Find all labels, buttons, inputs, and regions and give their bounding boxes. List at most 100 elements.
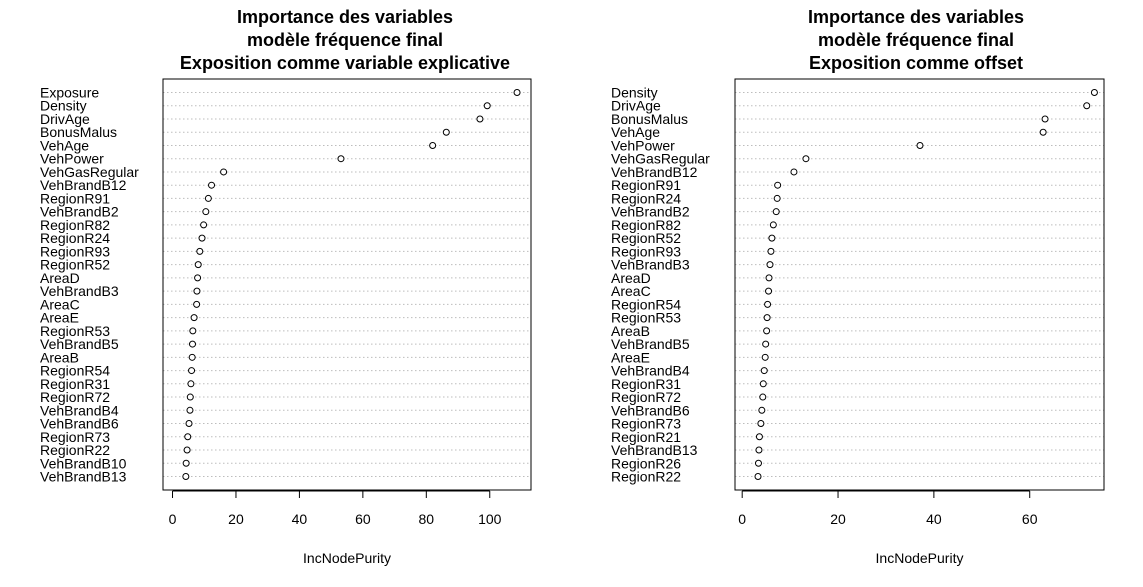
data-point [761,353,769,361]
category-label: VehBrandB5 [611,336,690,352]
data-point [763,314,771,322]
category-label: VehBrandB13 [611,442,698,458]
data-point [802,155,810,163]
x-tick-label: 40 [926,511,942,527]
data-point [429,141,437,149]
category-label: RegionR21 [611,429,681,445]
data-point [760,367,768,375]
data-point [202,208,210,216]
category-label: RegionR24 [611,190,681,206]
category-label: VehPower [40,151,104,167]
chart-panel-left: Importance des variables modèle fréquence… [40,7,532,566]
x-tick-label: 20 [228,511,244,527]
category-label: Density [40,98,87,114]
category-label: DrivAge [40,111,90,127]
data-point [204,194,212,202]
chart-title-line: Exposition comme variable explicative [180,53,510,73]
chart-title-line: modèle fréquence final [818,30,1014,50]
data-point [189,340,197,348]
category-label: RegionR52 [611,230,681,246]
category-label: RegionR31 [40,376,110,392]
data-point [182,473,190,480]
data-point [194,274,202,282]
data-point [768,234,776,242]
category-label: RegionR91 [40,190,110,206]
data-point [916,141,924,149]
data-point [196,247,204,255]
data-point [513,89,521,96]
category-label: RegionR31 [611,376,681,392]
category-label: RegionR72 [611,389,681,405]
category-label: AreaD [611,270,651,286]
category-label: RegionR93 [611,243,681,259]
data-point [1041,115,1049,123]
category-label: DrivAge [611,98,661,114]
data-point [337,155,345,163]
data-point [193,300,201,308]
x-tick-label: 0 [169,511,177,527]
category-label: RegionR91 [611,177,681,193]
category-label: VehBrandB3 [40,283,119,299]
data-point [772,208,780,216]
category-label: VehAge [611,124,660,140]
category-label: AreaB [611,323,650,339]
data-point [767,247,775,255]
category-label: RegionR82 [611,217,681,233]
x-tick-label: 20 [830,511,846,527]
category-label: RegionR54 [611,296,681,312]
data-point [442,128,450,136]
category-label: VehGasRegular [611,151,710,167]
data-point [208,181,216,189]
data-point [757,420,765,428]
category-label: RegionR22 [40,442,110,458]
category-label: AreaD [40,270,80,286]
category-label: VehBrandB12 [611,164,698,180]
data-point [188,367,196,375]
data-point [185,420,193,428]
x-axis-label: IncNodePurity [303,550,391,566]
x-tick-label: 60 [355,511,371,527]
category-label: VehBrandB10 [40,455,127,471]
category-label: VehBrandB2 [611,204,690,220]
category-label: RegionR53 [40,323,110,339]
chart-title-line: Importance des variables [237,7,453,27]
category-label: VehBrandB6 [611,402,690,418]
category-label: AreaC [611,283,651,299]
data-point [483,102,491,110]
chart-title-line: modèle fréquence final [247,30,443,50]
category-label: AreaE [611,349,650,365]
data-point [186,406,194,414]
data-point [189,327,197,335]
category-label: RegionR53 [611,310,681,326]
category-label: VehAge [40,137,89,153]
data-point [220,168,228,176]
x-tick-label: 100 [478,511,502,527]
category-label: BonusMalus [40,124,117,140]
category-label: VehBrandB6 [40,416,119,432]
data-point [190,314,198,322]
data-point [1083,102,1091,110]
plot-frame [162,78,532,491]
category-label: Density [611,85,658,101]
data-point [765,287,773,295]
data-point [194,261,202,269]
category-label: VehBrandB3 [611,257,690,273]
x-axis-label: IncNodePurity [876,550,964,566]
data-point [769,221,777,229]
x-tick-label: 60 [1022,511,1038,527]
data-point [764,300,772,308]
chart-title-line: Importance des variables [808,7,1024,27]
data-point [765,274,773,282]
data-point [773,194,781,202]
category-label: RegionR54 [40,363,110,379]
data-point [1039,128,1047,136]
category-label: VehBrandB12 [40,177,127,193]
category-label: VehPower [611,137,675,153]
data-point [790,168,798,176]
category-label: VehBrandB13 [40,469,127,485]
category-label: AreaE [40,310,79,326]
category-label: VehBrandB4 [40,402,119,418]
data-point [774,181,782,189]
category-label: RegionR73 [611,416,681,432]
category-label: BonusMalus [611,111,688,127]
